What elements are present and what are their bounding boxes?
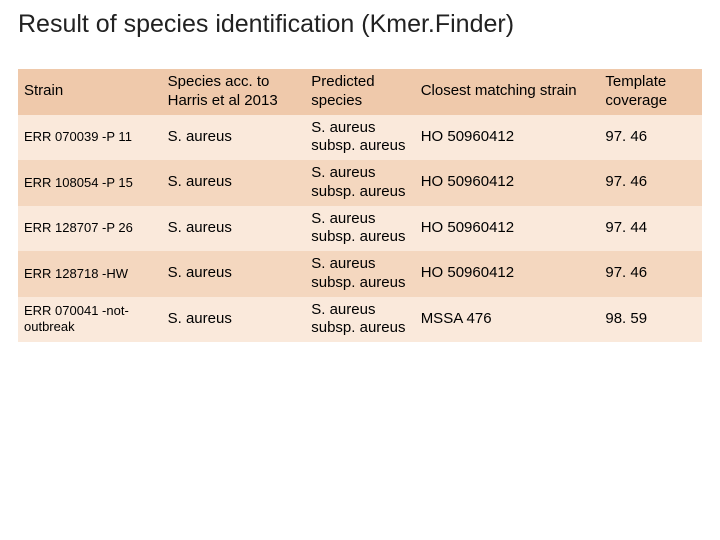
cell-strain: ERR 128707 -P 26 [18, 206, 162, 252]
cell-closest: HO 50960412 [415, 115, 600, 161]
cell-closest: MSSA 476 [415, 297, 600, 343]
col-header-strain: Strain [18, 69, 162, 115]
table-row: ERR 128707 -P 26 S. aureus S. aureus sub… [18, 206, 702, 252]
table-row: ERR 070041 -not-outbreak S. aureus S. au… [18, 297, 702, 343]
results-table-wrap: Strain Species acc. to Harris et al 2013… [0, 39, 720, 342]
cell-strain: ERR 070039 -P 11 [18, 115, 162, 161]
cell-strain: ERR 128718 -HW [18, 251, 162, 297]
cell-coverage: 97. 44 [599, 206, 702, 252]
cell-coverage: 97. 46 [599, 115, 702, 161]
cell-species: S. aureus [162, 206, 306, 252]
cell-predicted: S. aureus subsp. aureus [305, 206, 414, 252]
cell-predicted: S. aureus subsp. aureus [305, 297, 414, 343]
cell-predicted: S. aureus subsp. aureus [305, 160, 414, 206]
table-header-row: Strain Species acc. to Harris et al 2013… [18, 69, 702, 115]
cell-closest: HO 50960412 [415, 206, 600, 252]
cell-species: S. aureus [162, 160, 306, 206]
cell-strain: ERR 070041 -not-outbreak [18, 297, 162, 343]
col-header-closest: Closest matching strain [415, 69, 600, 115]
cell-closest: HO 50960412 [415, 160, 600, 206]
table-row: ERR 128718 -HW S. aureus S. aureus subsp… [18, 251, 702, 297]
cell-strain: ERR 108054 -P 15 [18, 160, 162, 206]
col-header-species: Species acc. to Harris et al 2013 [162, 69, 306, 115]
results-table: Strain Species acc. to Harris et al 2013… [18, 69, 702, 342]
table-row: ERR 108054 -P 15 S. aureus S. aureus sub… [18, 160, 702, 206]
table-row: ERR 070039 -P 11 S. aureus S. aureus sub… [18, 115, 702, 161]
cell-predicted: S. aureus subsp. aureus [305, 251, 414, 297]
col-header-coverage: Template coverage [599, 69, 702, 115]
page-title: Result of species identification (Kmer.F… [0, 0, 720, 39]
cell-coverage: 98. 59 [599, 297, 702, 343]
col-header-predicted: Predicted species [305, 69, 414, 115]
cell-species: S. aureus [162, 251, 306, 297]
cell-coverage: 97. 46 [599, 160, 702, 206]
cell-predicted: S. aureus subsp. aureus [305, 115, 414, 161]
cell-species: S. aureus [162, 297, 306, 343]
cell-coverage: 97. 46 [599, 251, 702, 297]
cell-species: S. aureus [162, 115, 306, 161]
cell-closest: HO 50960412 [415, 251, 600, 297]
